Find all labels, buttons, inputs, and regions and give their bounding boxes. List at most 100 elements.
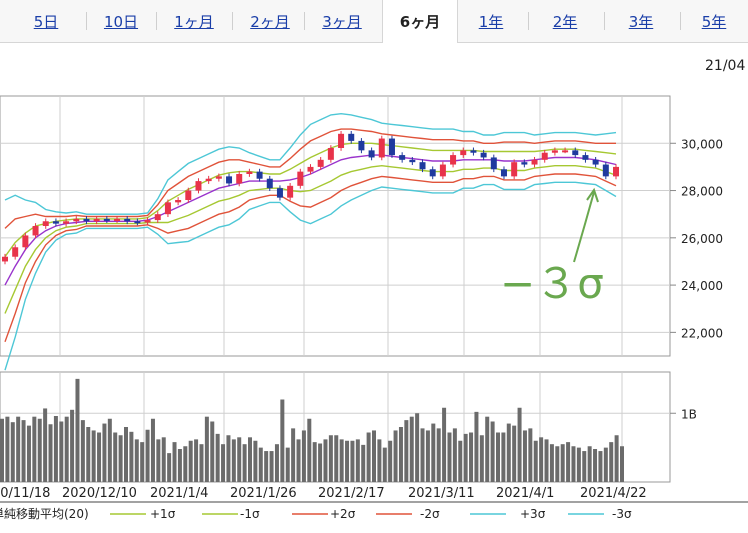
annotation-arrowhead bbox=[586, 187, 599, 203]
candle-body bbox=[205, 178, 212, 182]
tab-6[interactable]: 1年 bbox=[478, 13, 504, 31]
volume-bar bbox=[16, 416, 21, 482]
candle-body bbox=[307, 166, 314, 172]
candle-body bbox=[73, 218, 80, 222]
volume-bar bbox=[409, 416, 414, 482]
volume-bar bbox=[539, 437, 544, 482]
volume-bar bbox=[431, 423, 436, 482]
volume-bar bbox=[544, 439, 549, 482]
tab-7[interactable]: 2年 bbox=[552, 13, 578, 31]
volume-bar bbox=[512, 425, 517, 482]
candle-body bbox=[613, 166, 619, 177]
volume-bar bbox=[447, 432, 452, 482]
volume-bar bbox=[183, 446, 188, 482]
volume-bar bbox=[43, 408, 48, 482]
volume-bar bbox=[533, 440, 538, 482]
candle-body bbox=[124, 218, 131, 222]
volume-bar bbox=[603, 447, 608, 482]
volume-bar bbox=[215, 433, 220, 482]
candle-body bbox=[266, 178, 273, 189]
volume-bar bbox=[463, 433, 468, 482]
candle-body bbox=[327, 148, 334, 160]
volume-bar bbox=[172, 442, 177, 482]
volume-bar bbox=[242, 444, 247, 482]
volume-bar bbox=[59, 421, 64, 482]
candle-body bbox=[22, 235, 29, 248]
volume-bar bbox=[582, 451, 587, 482]
volume-bar bbox=[124, 427, 128, 482]
candle-body bbox=[572, 150, 579, 156]
candle-body bbox=[551, 150, 558, 153]
volume-bar bbox=[161, 437, 166, 482]
volume-bar bbox=[145, 429, 150, 482]
candle-body bbox=[287, 185, 294, 198]
candle-body bbox=[368, 150, 375, 158]
tab-8[interactable]: 3年 bbox=[628, 13, 654, 31]
minus-3-sigma-annotation: −３σ bbox=[500, 259, 604, 308]
volume-tick-label: 1B bbox=[681, 407, 697, 421]
candle-body bbox=[12, 247, 19, 257]
tab-2[interactable]: 1ヶ月 bbox=[174, 13, 214, 31]
candle-body bbox=[409, 159, 416, 163]
date-tick-label: 2021/1/4 bbox=[150, 486, 208, 501]
tab-separator bbox=[680, 12, 681, 30]
volume-bar bbox=[328, 435, 333, 482]
candle-body bbox=[164, 202, 171, 215]
annotation-arrow bbox=[573, 191, 595, 263]
tab-9[interactable]: 5年 bbox=[701, 13, 727, 31]
volume-bar bbox=[620, 446, 624, 482]
tab-3[interactable]: 2ヶ月 bbox=[250, 13, 290, 31]
volume-bar bbox=[21, 420, 26, 482]
tab-4[interactable]: 3ヶ月 bbox=[322, 13, 362, 31]
date-tick-label: 2021/3/11 bbox=[408, 486, 475, 501]
volume-bar bbox=[517, 407, 522, 482]
candle-body bbox=[429, 169, 436, 177]
tab-separator bbox=[156, 12, 157, 30]
volume-bar bbox=[442, 407, 447, 482]
candle-body bbox=[114, 218, 121, 221]
date-tick-label: 20/11/18 bbox=[0, 486, 50, 501]
volume-bar bbox=[226, 435, 231, 482]
candle-body bbox=[63, 221, 70, 224]
volume-bar bbox=[312, 442, 317, 482]
volume-bar bbox=[129, 431, 134, 482]
volume-bar bbox=[97, 432, 102, 482]
volume-bar bbox=[75, 378, 80, 482]
candle-body bbox=[297, 171, 304, 186]
tab-0[interactable]: 5日 bbox=[33, 13, 59, 31]
band-line-4 bbox=[4, 173, 617, 343]
volume-bar bbox=[264, 451, 269, 482]
volume-bar bbox=[485, 416, 490, 482]
candle-body bbox=[175, 200, 182, 203]
tab-5[interactable]: 6ヶ月 bbox=[382, 0, 458, 43]
volume-bar bbox=[436, 428, 441, 482]
volume-bar bbox=[102, 423, 107, 482]
volume-bars bbox=[0, 378, 624, 482]
candle-body bbox=[52, 221, 59, 224]
volume-bar bbox=[388, 440, 393, 482]
date-tick-label: 2021/4/22 bbox=[580, 486, 647, 501]
candle-body bbox=[531, 159, 538, 165]
volume-bar bbox=[86, 427, 91, 482]
candle-body bbox=[226, 176, 233, 184]
volume-bar bbox=[301, 430, 306, 482]
legend-label: -3σ bbox=[612, 507, 632, 521]
volume-bar bbox=[479, 435, 484, 482]
volume-bar bbox=[26, 425, 31, 482]
price-axis: 30,000 28,000 26,000 24,000 22,000 bbox=[670, 137, 723, 340]
candle-body bbox=[470, 150, 477, 153]
volume-bar bbox=[113, 432, 118, 482]
legend-label: +3σ bbox=[520, 507, 546, 521]
tab-1[interactable]: 10日 bbox=[103, 13, 139, 31]
period-tabs: 5日 10日 1ヶ月 2ヶ月 3ヶ月 6ヶ月 1年 2年 3年 5年 bbox=[0, 0, 748, 43]
volume-bar bbox=[53, 416, 58, 482]
legend-label: -1σ bbox=[240, 507, 260, 521]
volume-bar bbox=[91, 430, 96, 482]
volume-bar bbox=[64, 416, 69, 482]
band-line-5 bbox=[4, 112, 617, 215]
candle-body bbox=[582, 155, 589, 160]
price-grid bbox=[0, 95, 671, 357]
volume-bar bbox=[506, 423, 511, 482]
candle-body bbox=[93, 218, 100, 222]
legend-label: -2σ bbox=[420, 507, 440, 521]
